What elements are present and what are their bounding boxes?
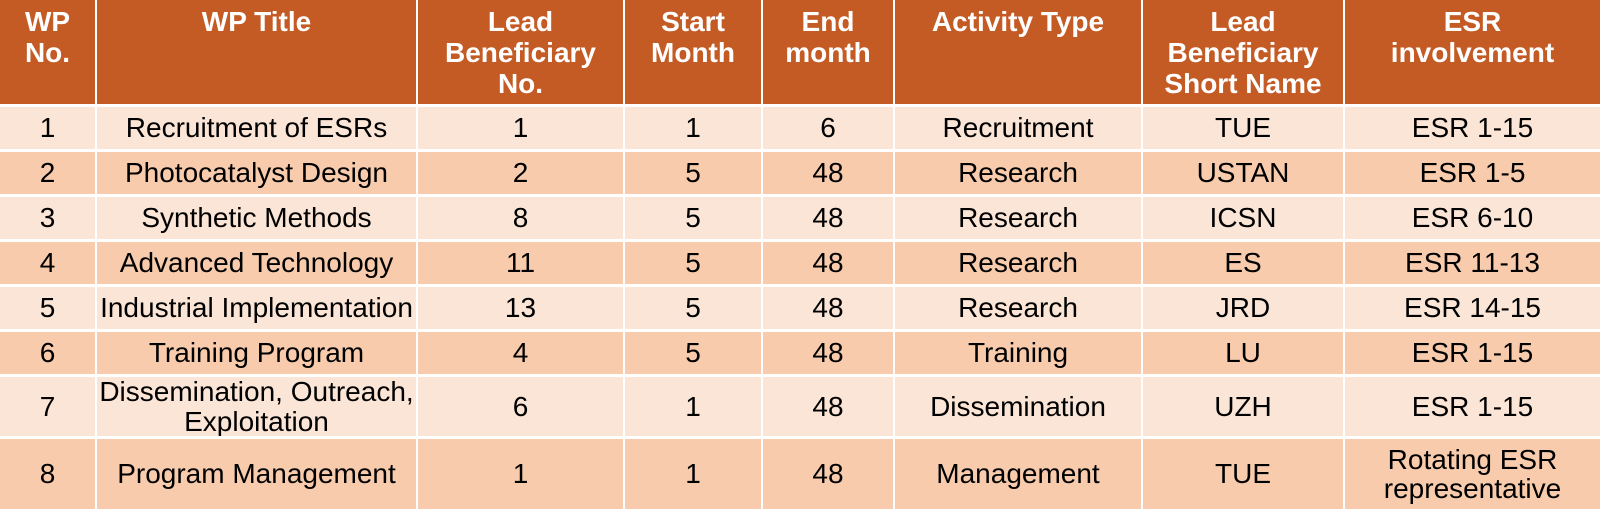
cell-activity-type: Training bbox=[895, 332, 1143, 377]
cell-wp-no: 5 bbox=[0, 287, 97, 332]
cell-end-month: 48 bbox=[763, 197, 895, 242]
cell-wp-no: 2 bbox=[0, 152, 97, 197]
cell-lead-beneficiary-no: 13 bbox=[418, 287, 625, 332]
col-header-lead-beneficiary-no: Lead Beneficiary No. bbox=[418, 0, 625, 107]
cell-lead-beneficiary-no: 8 bbox=[418, 197, 625, 242]
table-row-3: 3 Synthetic Methods 8 5 48 Research ICSN… bbox=[0, 197, 1600, 242]
cell-activity-type: Research bbox=[895, 152, 1143, 197]
table-row-8: 8 Program Management 1 1 48 Management T… bbox=[0, 439, 1600, 512]
cell-esr-involvement: ESR 1-5 bbox=[1345, 152, 1600, 197]
cell-wp-no: 7 bbox=[0, 377, 97, 439]
table-row-1: 1 Recruitment of ESRs 1 1 6 Recruitment … bbox=[0, 107, 1600, 152]
cell-lead-beneficiary-short-name: UZH bbox=[1143, 377, 1345, 439]
cell-end-month: 48 bbox=[763, 332, 895, 377]
cell-activity-type: Management bbox=[895, 439, 1143, 512]
header-row: WP No. WP Title Lead Beneficiary No. Sta… bbox=[0, 0, 1600, 107]
cell-activity-type: Research bbox=[895, 197, 1143, 242]
cell-wp-title: Advanced Technology bbox=[97, 242, 418, 287]
cell-wp-no: 3 bbox=[0, 197, 97, 242]
cell-wp-title: Photocatalyst Design bbox=[97, 152, 418, 197]
cell-end-month: 6 bbox=[763, 107, 895, 152]
cell-wp-no: 4 bbox=[0, 242, 97, 287]
cell-end-month: 48 bbox=[763, 377, 895, 439]
col-header-end-month: End month bbox=[763, 0, 895, 107]
cell-lead-beneficiary-no: 4 bbox=[418, 332, 625, 377]
cell-end-month: 48 bbox=[763, 287, 895, 332]
cell-lead-beneficiary-short-name: TUE bbox=[1143, 107, 1345, 152]
cell-wp-title: Synthetic Methods bbox=[97, 197, 418, 242]
col-header-wp-title: WP Title bbox=[97, 0, 418, 107]
col-header-activity-type: Activity Type bbox=[895, 0, 1143, 107]
cell-start-month: 1 bbox=[625, 107, 763, 152]
col-header-start-month: Start Month bbox=[625, 0, 763, 107]
cell-esr-involvement: ESR 6-10 bbox=[1345, 197, 1600, 242]
cell-lead-beneficiary-short-name: ICSN bbox=[1143, 197, 1345, 242]
cell-esr-involvement: ESR 11-13 bbox=[1345, 242, 1600, 287]
cell-esr-involvement: ESR 1-15 bbox=[1345, 107, 1600, 152]
cell-wp-no: 8 bbox=[0, 439, 97, 512]
cell-activity-type: Research bbox=[895, 287, 1143, 332]
cell-lead-beneficiary-short-name: LU bbox=[1143, 332, 1345, 377]
col-header-lead-beneficiary-short-name: Lead Beneficiary Short Name bbox=[1143, 0, 1345, 107]
cell-lead-beneficiary-no: 1 bbox=[418, 107, 625, 152]
table-row-4: 4 Advanced Technology 11 5 48 Research E… bbox=[0, 242, 1600, 287]
cell-wp-title: Recruitment of ESRs bbox=[97, 107, 418, 152]
cell-esr-involvement: ESR 1-15 bbox=[1345, 377, 1600, 439]
cell-end-month: 48 bbox=[763, 152, 895, 197]
cell-wp-title: Dissemination, Outreach, Exploitation bbox=[97, 377, 418, 439]
cell-wp-no: 6 bbox=[0, 332, 97, 377]
cell-start-month: 5 bbox=[625, 152, 763, 197]
cell-start-month: 5 bbox=[625, 332, 763, 377]
cell-lead-beneficiary-short-name: ES bbox=[1143, 242, 1345, 287]
cell-lead-beneficiary-no: 6 bbox=[418, 377, 625, 439]
cell-lead-beneficiary-short-name: TUE bbox=[1143, 439, 1345, 512]
col-header-wp-no: WP No. bbox=[0, 0, 97, 107]
cell-start-month: 5 bbox=[625, 287, 763, 332]
cell-lead-beneficiary-no: 1 bbox=[418, 439, 625, 512]
cell-lead-beneficiary-no: 11 bbox=[418, 242, 625, 287]
cell-wp-no: 1 bbox=[0, 107, 97, 152]
table-row-2: 2 Photocatalyst Design 2 5 48 Research U… bbox=[0, 152, 1600, 197]
cell-wp-title: Training Program bbox=[97, 332, 418, 377]
cell-start-month: 1 bbox=[625, 377, 763, 439]
table-row-7: 7 Dissemination, Outreach, Exploitation … bbox=[0, 377, 1600, 439]
cell-start-month: 5 bbox=[625, 242, 763, 287]
cell-lead-beneficiary-short-name: USTAN bbox=[1143, 152, 1345, 197]
col-header-esr-involvement: ESR involvement bbox=[1345, 0, 1600, 107]
cell-esr-involvement: ESR 1-15 bbox=[1345, 332, 1600, 377]
cell-activity-type: Dissemination bbox=[895, 377, 1143, 439]
cell-end-month: 48 bbox=[763, 439, 895, 512]
cell-lead-beneficiary-no: 2 bbox=[418, 152, 625, 197]
cell-wp-title: Program Management bbox=[97, 439, 418, 512]
cell-esr-involvement: ESR 14-15 bbox=[1345, 287, 1600, 332]
cell-end-month: 48 bbox=[763, 242, 895, 287]
cell-start-month: 1 bbox=[625, 439, 763, 512]
table-row-6: 6 Training Program 4 5 48 Training LU ES… bbox=[0, 332, 1600, 377]
cell-start-month: 5 bbox=[625, 197, 763, 242]
table-row-5: 5 Industrial Implementation 13 5 48 Rese… bbox=[0, 287, 1600, 332]
cell-wp-title: Industrial Implementation bbox=[97, 287, 418, 332]
cell-lead-beneficiary-short-name: JRD bbox=[1143, 287, 1345, 332]
cell-activity-type: Research bbox=[895, 242, 1143, 287]
cell-activity-type: Recruitment bbox=[895, 107, 1143, 152]
cell-esr-involvement: Rotating ESR representative bbox=[1345, 439, 1600, 512]
